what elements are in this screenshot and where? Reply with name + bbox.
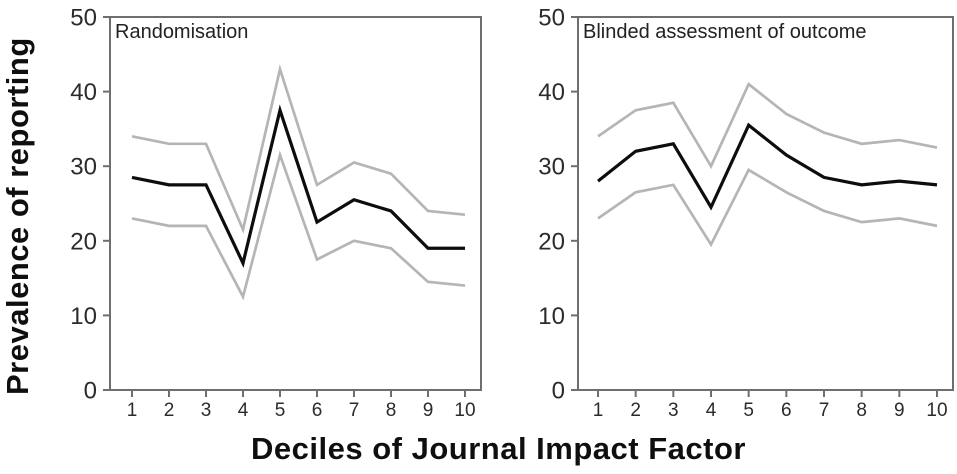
y-tick-label: 50 <box>538 5 565 32</box>
x-tick-label: 6 <box>781 400 792 421</box>
x-tick-label: 5 <box>275 400 286 421</box>
series-line-prevalence-estimate <box>131 104 465 268</box>
series-line-lower-confidence-band <box>597 168 938 248</box>
x-axis-title: Deciles of Journal Impact Factor <box>251 431 746 466</box>
y-tick-label: 10 <box>70 303 97 330</box>
x-tick-label: 3 <box>201 400 212 421</box>
plot-box <box>577 16 954 391</box>
panel-title-randomisation: Randomisation <box>115 21 249 43</box>
series-line-lower-confidence-band <box>131 150 466 301</box>
series-line-prevalence-estimate <box>597 122 938 211</box>
x-tick-label: 1 <box>127 400 138 421</box>
panel-1: 0 10 20 30 40 50 1 2 3 4 5 6 7 8 9 10 <box>538 5 954 421</box>
x-tick-label: 7 <box>349 400 360 421</box>
x-tick-label: 5 <box>743 400 754 421</box>
panel-title-blinded-assessment: Blinded assessment of outcome <box>583 21 867 43</box>
x-tick-label: 9 <box>894 400 905 421</box>
y-tick-label: 20 <box>538 228 565 255</box>
x-tick-label: 2 <box>164 400 175 421</box>
y-tick-label: 30 <box>70 154 97 181</box>
y-tick-label: 50 <box>70 5 97 32</box>
x-tick-label: 2 <box>630 400 641 421</box>
x-tick-label: 4 <box>238 400 249 421</box>
y-tick-label: 0 <box>84 378 97 405</box>
x-tick-label: 4 <box>706 400 717 421</box>
plot-box <box>109 16 482 391</box>
x-tick-label: 8 <box>856 400 867 421</box>
x-tick-label: 10 <box>926 400 947 421</box>
y-tick-label: 30 <box>538 154 565 181</box>
y-tick-label: 0 <box>552 378 565 405</box>
x-tick-label: 6 <box>312 400 323 421</box>
y-tick-label: 40 <box>70 79 97 106</box>
series-line-upper-confidence-band <box>131 64 466 234</box>
x-tick-label: 10 <box>454 400 475 421</box>
x-tick-label: 1 <box>593 400 604 421</box>
x-tick-label: 8 <box>386 400 397 421</box>
x-tick-label: 7 <box>819 400 830 421</box>
y-tick-label: 20 <box>70 228 97 255</box>
x-tick-label: 3 <box>668 400 679 421</box>
series-line-upper-confidence-band <box>597 82 938 170</box>
y-tick-label: 40 <box>538 79 565 106</box>
panel-0: 0 10 20 30 40 50 1 2 3 4 5 6 7 8 9 10 <box>70 5 482 421</box>
y-tick-label: 10 <box>538 303 565 330</box>
x-tick-label: 9 <box>423 400 434 421</box>
